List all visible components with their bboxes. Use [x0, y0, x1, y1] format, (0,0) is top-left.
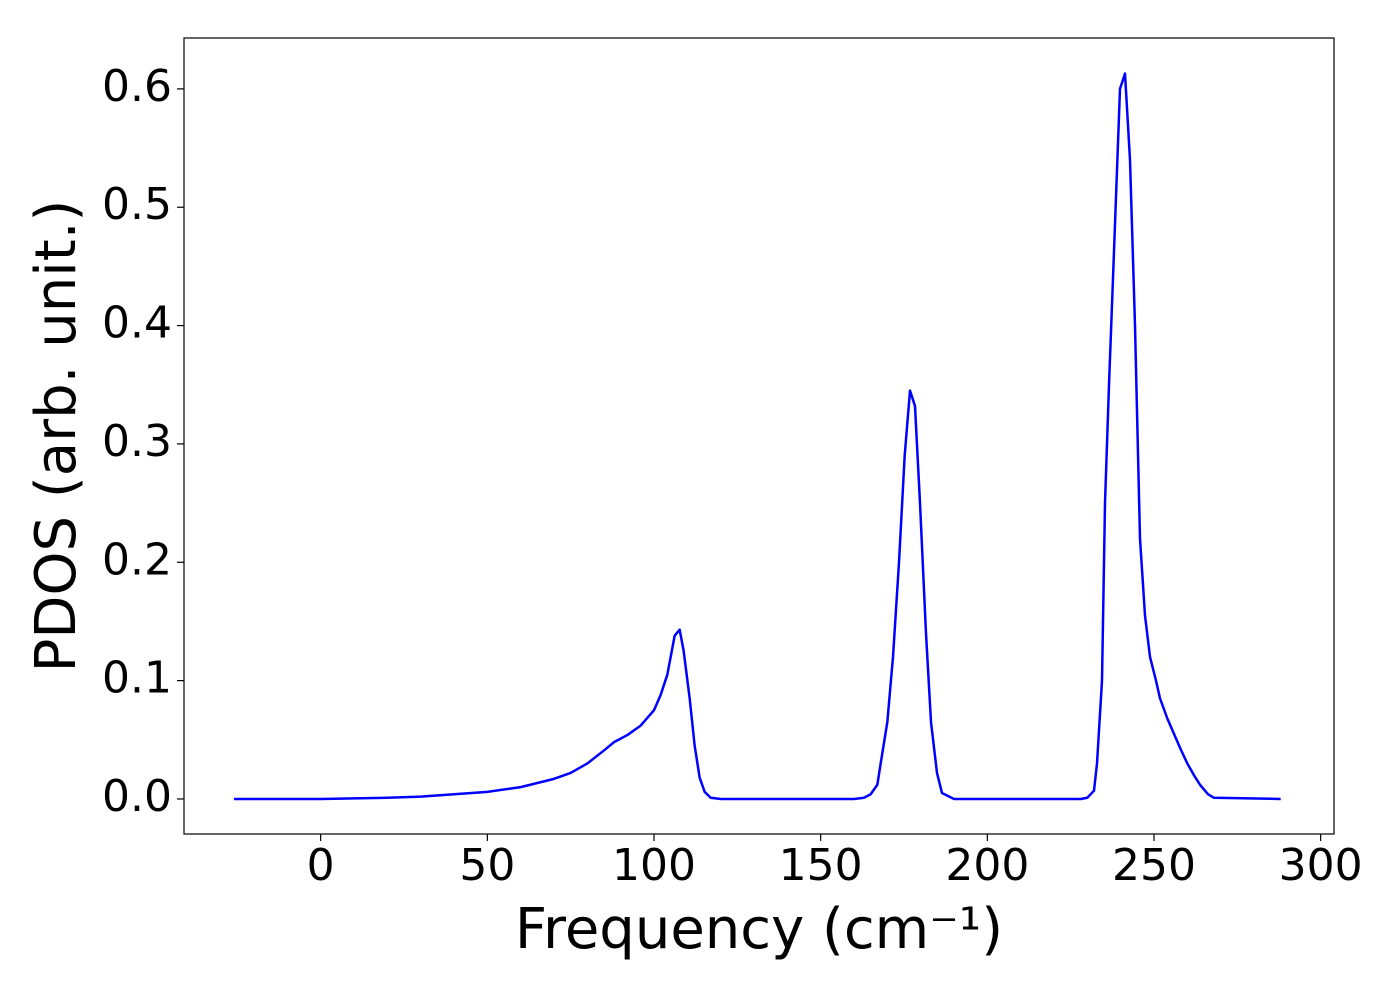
x-tick-label: 100: [612, 840, 696, 891]
y-tick-label: 0.6: [102, 61, 172, 112]
y-axis-label: PDOS (arb. unit.): [24, 200, 89, 673]
y-tick-label: 0.0: [102, 771, 172, 822]
y-tick-label: 0.1: [102, 653, 172, 704]
x-tick-label: 150: [779, 840, 863, 891]
x-tick-label: 0: [307, 840, 335, 891]
y-tick-label: 0.5: [102, 179, 172, 230]
y-tick-label: 0.2: [102, 534, 172, 585]
x-tick-label: 300: [1279, 840, 1363, 891]
line: [234, 72, 1281, 801]
y-tick-label: 0.3: [102, 416, 172, 467]
x-tick-label: 250: [1112, 840, 1196, 891]
x-axis-label: Frequency (cm⁻¹): [515, 897, 1003, 962]
x-tick-label: 50: [459, 840, 515, 891]
plot-frame: [183, 37, 1335, 835]
y-tick-label: 0.4: [102, 298, 172, 349]
x-tick-label: 200: [945, 840, 1029, 891]
